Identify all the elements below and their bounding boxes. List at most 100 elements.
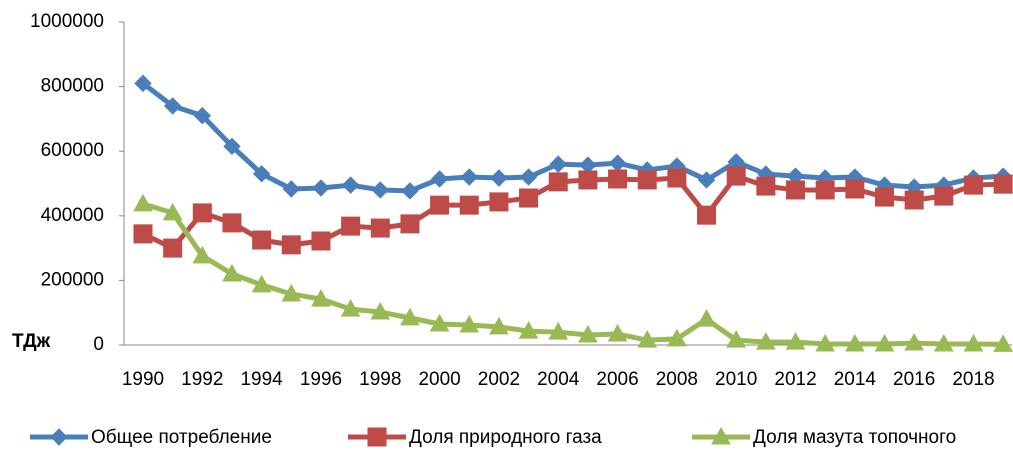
marker: [163, 238, 183, 258]
x-tick-label: 1996: [300, 369, 342, 390]
legend-label: Доля мазута топочного: [753, 427, 956, 448]
marker: [340, 299, 361, 317]
marker: [251, 274, 272, 293]
x-tick-label: 2012: [774, 369, 816, 390]
y-tick-label: 1000000: [30, 11, 104, 32]
marker: [608, 169, 628, 189]
marker: [400, 307, 420, 326]
marker: [192, 203, 212, 223]
marker: [282, 180, 301, 198]
marker: [222, 213, 242, 233]
x-tick-label: 2018: [952, 369, 994, 390]
marker: [252, 165, 271, 183]
marker: [311, 289, 331, 307]
marker: [637, 330, 658, 348]
marker: [367, 427, 387, 447]
marker: [281, 235, 301, 255]
marker: [133, 224, 153, 244]
x-tick-label: 2008: [656, 369, 698, 390]
marker: [460, 168, 478, 186]
marker: [786, 180, 806, 200]
marker: [934, 186, 954, 206]
x-tick-label: 2016: [893, 369, 935, 390]
y-tick-label: 800000: [41, 76, 104, 97]
marker: [607, 323, 628, 342]
line: [141, 81, 1004, 194]
marker: [281, 283, 302, 302]
x-tick-label: 2000: [418, 369, 460, 390]
marker: [963, 175, 983, 195]
marker: [933, 334, 954, 352]
marker: [459, 314, 480, 333]
marker: [756, 176, 776, 196]
marker: [312, 179, 330, 197]
marker: [519, 168, 538, 186]
legend-item: Доля мазута топочного: [692, 426, 956, 448]
marker: [134, 74, 152, 93]
marker: [785, 332, 806, 350]
marker: [459, 195, 479, 215]
marker: [608, 154, 627, 172]
marker: [875, 187, 894, 207]
x-tick-label: 1998: [359, 369, 401, 390]
marker: [252, 230, 272, 250]
marker: [430, 195, 450, 215]
y-tick-label: 0: [93, 334, 104, 355]
marker: [578, 170, 598, 190]
x-tick-label: 2014: [834, 369, 877, 390]
marker: [696, 309, 717, 327]
marker: [874, 334, 895, 352]
marker: [815, 180, 835, 200]
marker: [222, 263, 242, 282]
marker: [50, 428, 68, 446]
marker: [756, 332, 776, 350]
marker: [993, 334, 1013, 352]
marker: [697, 205, 717, 225]
x-tick-label: 1990: [122, 369, 164, 390]
y-tick-label: 200000: [41, 269, 104, 290]
marker: [549, 155, 567, 173]
x-tick-label: 2010: [715, 369, 757, 390]
marker: [548, 322, 569, 340]
y-tick-label: 600000: [41, 140, 104, 161]
marker: [963, 334, 984, 352]
marker: [519, 188, 539, 208]
marker: [371, 181, 389, 199]
marker: [711, 426, 731, 445]
marker: [311, 231, 331, 251]
marker: [429, 313, 450, 332]
marker: [490, 169, 508, 187]
series: [133, 166, 1013, 258]
marker: [904, 190, 924, 210]
marker: [192, 245, 213, 264]
marker: [815, 334, 836, 352]
marker: [133, 193, 153, 212]
x-tick-label: 1992: [181, 369, 223, 390]
x-tick-label: 1994: [240, 369, 283, 390]
marker: [370, 218, 390, 238]
marker: [401, 182, 419, 200]
marker: [726, 166, 746, 186]
marker: [548, 172, 568, 192]
legend-label: Общее потребление: [91, 427, 272, 448]
x-tick-label: 2006: [596, 369, 638, 390]
marker: [341, 176, 360, 194]
marker: [993, 174, 1013, 194]
marker: [223, 137, 241, 156]
marker: [430, 170, 449, 188]
marker: [193, 106, 212, 125]
legend-item: Доля природного газа: [348, 427, 602, 448]
marker: [637, 170, 657, 190]
legend-label: Доля природного газа: [409, 427, 602, 448]
marker: [400, 214, 420, 234]
marker: [726, 330, 747, 348]
y-unit-label: ТДж: [12, 331, 51, 352]
marker: [904, 333, 925, 351]
line: [142, 201, 1004, 347]
legend-item: Общее потребление: [30, 427, 272, 448]
marker: [489, 192, 509, 212]
marker: [845, 179, 865, 199]
marker: [667, 168, 687, 188]
x-tick-label: 2004: [537, 369, 580, 390]
